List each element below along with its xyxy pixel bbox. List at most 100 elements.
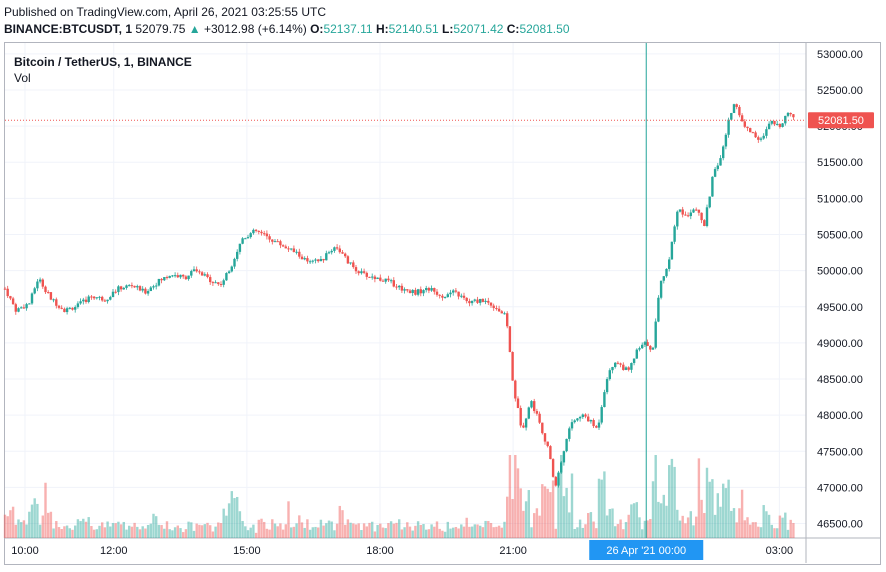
- candle-body: [160, 278, 163, 281]
- volume-bar: [535, 508, 539, 538]
- candle-body: [627, 367, 630, 370]
- candle-body: [68, 307, 71, 309]
- volume-bar: [781, 517, 784, 538]
- volume-bar: [330, 521, 333, 538]
- volume-bar: [130, 526, 134, 538]
- candle-body: [438, 294, 441, 296]
- volume-bar: [79, 521, 82, 538]
- candle-body: [265, 233, 269, 237]
- volume-bar: [416, 521, 420, 538]
- candle-body: [408, 290, 412, 294]
- candle-body: [30, 293, 34, 304]
- volume-bar: [268, 529, 271, 538]
- candle-body: [17, 308, 20, 312]
- volume-bar: [211, 531, 215, 538]
- candle-body: [273, 241, 277, 243]
- up-arrow-icon: ▲: [188, 22, 201, 36]
- candle-body: [387, 278, 390, 281]
- candle-body: [497, 308, 501, 312]
- candle-body: [503, 313, 506, 315]
- volume-bar: [101, 522, 104, 538]
- volume-bar: [298, 515, 301, 538]
- volume-bar: [376, 524, 379, 538]
- candle-body: [473, 299, 476, 301]
- candle-body: [122, 287, 125, 290]
- crosshair-time-label: 26 Apr '21 00:00: [606, 545, 686, 557]
- volume-bar: [487, 520, 490, 538]
- volume-bar: [703, 512, 706, 538]
- candle-body: [449, 292, 452, 295]
- volume-bar: [76, 519, 80, 538]
- candle-body: [60, 307, 63, 309]
- volume-bar: [506, 496, 509, 538]
- candle-body: [368, 276, 371, 278]
- volume-bar: [524, 501, 528, 538]
- candle-body: [608, 370, 611, 380]
- candle-body: [138, 286, 142, 291]
- volume-bar: [732, 508, 736, 538]
- candle-body: [611, 366, 614, 371]
- candle-body: [587, 416, 590, 422]
- candle-body: [697, 209, 701, 213]
- volume-bar: [465, 517, 468, 538]
- volume-bar: [354, 524, 358, 538]
- volume-bar: [527, 490, 530, 538]
- candle-body: [322, 258, 325, 261]
- candle-body: [106, 299, 109, 302]
- volume-bar: [190, 522, 193, 538]
- candle-body: [595, 426, 598, 428]
- x-tick-label: 03:00: [766, 545, 794, 557]
- candle-body: [416, 289, 420, 295]
- volume-bar: [616, 524, 620, 538]
- volume-bar: [546, 488, 549, 538]
- candle-body: [411, 289, 414, 294]
- volume-bar: [578, 519, 582, 538]
- volume-bar: [595, 528, 598, 538]
- candle-body: [292, 248, 296, 252]
- y-tick-label: 52500.00: [817, 85, 863, 97]
- volume-bar: [206, 522, 209, 538]
- volume-bar: [630, 504, 633, 538]
- candle-body: [730, 113, 733, 120]
- volume-bar: [389, 521, 393, 538]
- candle-body: [722, 146, 725, 159]
- candle-body: [460, 295, 463, 297]
- volume-bar: [103, 527, 107, 538]
- volume-bar: [497, 525, 501, 538]
- candle-body: [163, 277, 166, 281]
- candle-body: [155, 285, 158, 287]
- volume-bar: [11, 506, 15, 538]
- volume-bar: [341, 510, 344, 538]
- volume-bar: [249, 527, 252, 538]
- volume-bar: [246, 530, 250, 538]
- volume-bar: [290, 527, 293, 538]
- volume-bar: [673, 466, 676, 538]
- volume-bar: [317, 527, 320, 538]
- volume-bar: [419, 524, 422, 538]
- candle-body: [754, 132, 757, 138]
- volume-bar: [592, 521, 595, 538]
- volume-bar: [422, 524, 425, 538]
- volume-bar: [306, 519, 309, 538]
- volume-bar: [373, 531, 377, 538]
- volume-bar: [3, 514, 7, 538]
- volume-bar: [668, 465, 671, 538]
- candle-body: [119, 286, 123, 290]
- volume-bar: [587, 513, 590, 538]
- volume-bar: [576, 527, 579, 538]
- candle-body: [11, 298, 15, 305]
- volume-bar: [441, 530, 444, 538]
- volume-bar: [705, 467, 709, 538]
- candle-body: [338, 248, 341, 253]
- chart-frame[interactable]: [4, 42, 881, 565]
- candle-body: [365, 272, 368, 277]
- candle-body: [492, 305, 495, 309]
- volume-bar: [49, 511, 53, 538]
- volume-bar: [627, 514, 630, 538]
- volume-bar: [95, 529, 98, 538]
- volume-bar: [144, 528, 147, 538]
- candle-body: [38, 279, 42, 282]
- volume-bar: [357, 523, 360, 538]
- candle-body: [508, 326, 512, 353]
